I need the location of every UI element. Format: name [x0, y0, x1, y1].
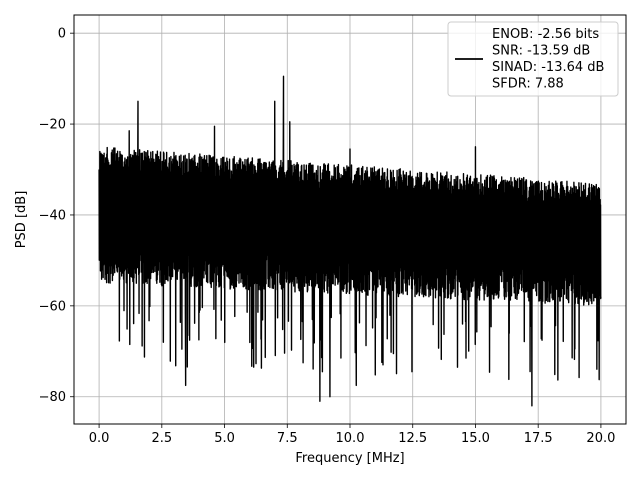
x-tick-label: 20.0 [586, 431, 615, 446]
legend-box [447, 21, 619, 97]
x-tick-label: 5.0 [214, 431, 235, 446]
y-tick-label: −80 [39, 390, 66, 405]
y-tick-label: −20 [39, 118, 66, 133]
psd-trace [98, 33, 602, 407]
legend-sfdr: SFDR: 7.88 [492, 77, 564, 92]
y-tick-label: −40 [39, 208, 66, 223]
x-tick-label: 12.5 [398, 431, 427, 446]
legend-enob: ENOB: -2.56 bits [492, 27, 599, 42]
x-tick-label: 17.5 [524, 431, 553, 446]
legend-sinad: SINAD: -13.64 dB [492, 60, 604, 75]
x-tick-label: 10.0 [336, 431, 365, 446]
x-tick-label: 15.0 [461, 431, 490, 446]
y-tick-label: 0 [58, 27, 66, 42]
x-tick-label: 7.5 [277, 431, 298, 446]
x-tick-label: 0.0 [89, 431, 110, 446]
legend: ENOB: -2.56 bits SNR: -13.59 dB SINAD: -… [447, 21, 619, 97]
x-tick-label: 2.5 [151, 431, 172, 446]
y-axis-label: PSD [dB] [14, 191, 29, 249]
x-axis-label: Frequency [MHz] [295, 451, 404, 466]
legend-snr: SNR: -13.59 dB [492, 44, 590, 59]
y-tick-label: −60 [39, 299, 66, 314]
axis-ticks: 0.0 2.5 5.0 7.5 10.0 12.5 15.0 17.5 20.0 0 −20 −40 −… [39, 27, 616, 446]
